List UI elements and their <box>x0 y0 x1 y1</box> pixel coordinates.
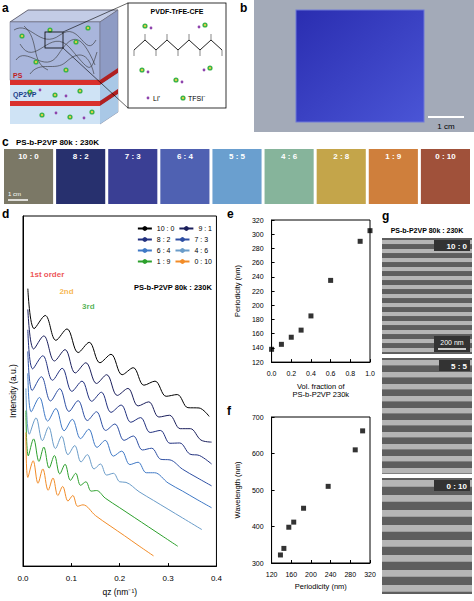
svg-text:1 cm: 1 cm <box>8 191 21 197</box>
svg-text:0.3: 0.3 <box>163 574 175 583</box>
svg-text:0.8: 0.8 <box>345 370 355 377</box>
svg-text:Vol. fraction of: Vol. fraction of <box>297 381 345 391</box>
svg-text:0.0: 0.0 <box>17 574 29 583</box>
svg-text:160: 160 <box>252 330 264 337</box>
svg-text:4 : 6: 4 : 6 <box>194 247 208 254</box>
svg-text:700: 700 <box>252 414 264 421</box>
svg-text:3rd: 3rd <box>82 302 95 311</box>
svg-text:280: 280 <box>344 571 356 578</box>
svg-text:9 : 1: 9 : 1 <box>198 225 212 232</box>
svg-text:PS-b-P2VP 80k : 230K: PS-b-P2VP 80k : 230K <box>391 227 464 234</box>
svg-text:0.4: 0.4 <box>211 574 223 583</box>
svg-text:180: 180 <box>252 316 264 323</box>
svg-text:TFSI⁻: TFSI⁻ <box>188 95 206 102</box>
svg-text:PS-b-P2VP 230k: PS-b-P2VP 230k <box>293 390 350 399</box>
svg-text:400: 400 <box>252 523 264 530</box>
svg-text:0 : 10: 0 : 10 <box>435 152 456 161</box>
svg-text:0.1: 0.1 <box>66 574 78 583</box>
svg-text:1st order: 1st order <box>30 270 64 279</box>
svg-text:0.0: 0.0 <box>267 370 277 377</box>
svg-text:0.2: 0.2 <box>114 574 126 583</box>
svg-text:1 cm: 1 cm <box>437 122 455 131</box>
svg-text:g: g <box>382 209 389 223</box>
svg-text:140: 140 <box>252 344 264 351</box>
svg-text:0.4: 0.4 <box>306 370 316 377</box>
svg-text:Wavelength (nm): Wavelength (nm) <box>233 461 242 518</box>
svg-text:200 nm: 200 nm <box>440 339 464 346</box>
svg-text:4 : 6: 4 : 6 <box>281 152 298 161</box>
svg-text:PS-b-P2VP 80k : 230K: PS-b-P2VP 80k : 230K <box>16 138 99 147</box>
svg-text:0 : 10: 0 : 10 <box>447 482 468 491</box>
svg-text:500: 500 <box>252 487 264 494</box>
svg-text:Periodicity (nm): Periodicity (nm) <box>295 582 348 591</box>
svg-text:0.2: 0.2 <box>286 370 296 377</box>
svg-text:QP2VP: QP2VP <box>13 91 37 99</box>
svg-text:b: b <box>240 1 247 15</box>
svg-text:300: 300 <box>252 231 264 238</box>
svg-text:1 : 9: 1 : 9 <box>157 258 171 265</box>
svg-text:160: 160 <box>285 571 297 578</box>
svg-text:200: 200 <box>305 571 317 578</box>
svg-text:220: 220 <box>252 288 264 295</box>
svg-text:Li⁺: Li⁺ <box>153 95 161 102</box>
svg-text:10 : 0: 10 : 0 <box>157 225 175 232</box>
svg-text:c: c <box>2 135 9 149</box>
svg-text:Intensity (a.u.): Intensity (a.u.) <box>8 364 18 418</box>
html-text:d: d <box>2 207 10 221</box>
svg-text:260: 260 <box>252 259 264 266</box>
svg-text:0.6: 0.6 <box>326 370 336 377</box>
svg-text:600: 600 <box>252 450 264 457</box>
svg-text:240: 240 <box>252 273 264 280</box>
svg-text:2 : 8: 2 : 8 <box>333 152 350 161</box>
svg-text:0 : 10: 0 : 10 <box>194 258 212 265</box>
svg-text:a: a <box>2 1 9 15</box>
svg-text:320: 320 <box>364 571 376 578</box>
svg-text:8 : 2: 8 : 2 <box>73 152 90 161</box>
svg-text:qz (nm⁻¹): qz (nm⁻¹) <box>102 587 137 597</box>
svg-text:6 : 4: 6 : 4 <box>157 247 171 254</box>
svg-text:5 : 5: 5 : 5 <box>229 152 246 161</box>
svg-text:10 : 0: 10 : 0 <box>18 152 39 161</box>
svg-text:1.0: 1.0 <box>365 370 375 377</box>
svg-text:10 : 0: 10 : 0 <box>447 242 468 251</box>
svg-text:PS: PS <box>13 72 23 79</box>
svg-text:PS-b-P2VP 80k : 230K: PS-b-P2VP 80k : 230K <box>134 283 212 292</box>
svg-text:7 : 3: 7 : 3 <box>194 236 208 243</box>
svg-text:Periodicity (nm): Periodicity (nm) <box>233 265 242 318</box>
svg-text:6 : 4: 6 : 4 <box>177 152 194 161</box>
svg-text:2nd: 2nd <box>59 287 73 296</box>
svg-text:PVDF-TrFE-CFE: PVDF-TrFE-CFE <box>151 8 204 15</box>
html-text:e: e <box>227 207 234 221</box>
svg-text:200: 200 <box>252 302 264 309</box>
svg-text:5 : 5: 5 : 5 <box>451 362 468 371</box>
svg-text:7 : 3: 7 : 3 <box>125 152 142 161</box>
svg-text:240: 240 <box>325 571 337 578</box>
svg-text:120: 120 <box>266 571 278 578</box>
svg-text:300: 300 <box>252 560 264 567</box>
html-text:f: f <box>227 404 231 418</box>
svg-text:1 : 9: 1 : 9 <box>385 152 402 161</box>
svg-text:120: 120 <box>252 359 264 366</box>
svg-text:280: 280 <box>252 245 264 252</box>
svg-text:8 : 2: 8 : 2 <box>157 236 171 243</box>
svg-text:320: 320 <box>252 217 264 224</box>
